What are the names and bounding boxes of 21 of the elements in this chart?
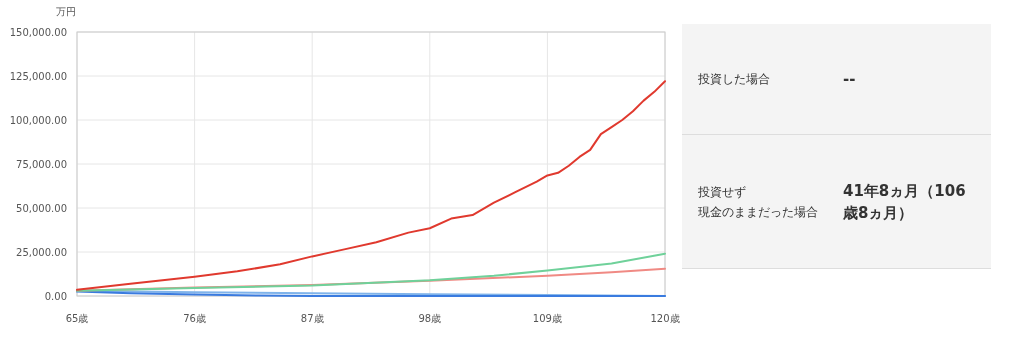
text: 現金のままだった場合	[698, 203, 819, 221]
x-tick-label: 98歳	[418, 313, 442, 324]
y-tick-label: 125,000.00	[9, 71, 67, 82]
x-tick-label: 120歳	[650, 313, 680, 324]
text: 投資せず	[698, 183, 747, 201]
line-series	[76, 252, 666, 292]
y-tick-label: 150,000.00	[9, 27, 67, 38]
y-tick-label: 100,000.00	[9, 115, 67, 126]
y-tick-label: 25,000.00	[16, 247, 67, 258]
x-tick-label: 76歳	[183, 313, 206, 324]
y-tick-label: 0.00	[44, 291, 67, 302]
y-tick-label: 75,000.00	[16, 159, 67, 170]
x-tick-label: 109歳	[532, 313, 562, 324]
text: 41年8ヵ月（106歳8ヵ月）	[843, 180, 967, 224]
x-tick-label: 87歳	[300, 313, 324, 324]
x-tick-label: 65歳	[65, 313, 89, 324]
y-axis-title: 万円	[56, 6, 76, 17]
y-tick-label: 50,000.00	[16, 203, 67, 214]
text: --	[843, 69, 857, 90]
line-series	[76, 80, 666, 291]
text: 投資した場合	[698, 71, 771, 88]
